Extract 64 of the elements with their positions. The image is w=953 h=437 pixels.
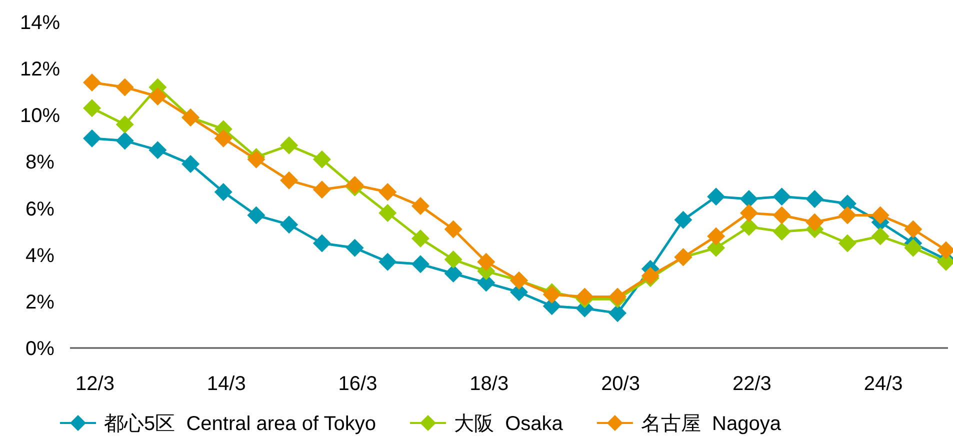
point: [444, 250, 462, 269]
point: [312, 150, 331, 168]
point: [871, 206, 890, 224]
legend-label: 大阪 Osaka: [454, 413, 564, 435]
point: [182, 155, 200, 174]
point: [772, 206, 791, 224]
x-tick-label: 24/3: [864, 373, 903, 395]
y-tick-label: 12%: [20, 58, 60, 81]
point: [116, 115, 134, 134]
y-tick-label: 0%: [26, 338, 55, 360]
point: [411, 230, 430, 248]
x-tick-label: 14/3: [206, 373, 246, 395]
point: [280, 216, 298, 234]
point: [674, 210, 692, 229]
y-tick-label: 14%: [20, 12, 60, 34]
point: [740, 204, 758, 222]
point: [116, 132, 134, 150]
point: [838, 234, 856, 252]
point: [740, 190, 758, 208]
point: [280, 136, 298, 154]
legend-label: 都心5区 Central area of Tokyo: [104, 413, 376, 435]
point: [280, 171, 298, 190]
point: [312, 234, 331, 252]
x-tick-label: 12/3: [76, 373, 114, 395]
point: [247, 206, 266, 224]
point: [707, 227, 726, 246]
point: [806, 190, 824, 208]
point: [148, 141, 167, 160]
point: [116, 78, 134, 96]
point: [904, 220, 922, 238]
y-tick-label: 4%: [26, 244, 55, 267]
point: [772, 222, 791, 241]
point: [411, 255, 430, 274]
point: [312, 180, 331, 199]
point: [904, 238, 922, 257]
x-tick-label: 18/3: [470, 373, 509, 395]
point: [838, 206, 856, 224]
x-tick-label: 20/3: [601, 373, 640, 395]
point: [608, 304, 627, 322]
point: [148, 88, 167, 106]
point: [444, 220, 462, 238]
point: [378, 182, 397, 201]
point: [740, 218, 758, 236]
x-tick-label: 16/3: [338, 373, 378, 395]
y-tick-label: 8%: [26, 152, 55, 174]
point: [214, 129, 232, 148]
point: [707, 188, 726, 206]
x-tick-label: 22/3: [732, 373, 772, 395]
point: [411, 196, 430, 215]
y-tick-label: 6%: [26, 198, 55, 220]
point: [772, 188, 791, 206]
y-tick-label: 10%: [20, 105, 60, 128]
point: [806, 213, 824, 232]
point: [871, 227, 890, 246]
point: [214, 182, 232, 201]
point: [83, 129, 101, 148]
point: [378, 204, 397, 222]
point: [477, 252, 496, 271]
point: [346, 238, 364, 257]
y-tick-label: 2%: [26, 291, 55, 314]
point: [83, 74, 101, 92]
legend-label: 名古屋 Nagoya: [640, 413, 782, 435]
point: [378, 252, 397, 271]
point: [83, 99, 101, 118]
